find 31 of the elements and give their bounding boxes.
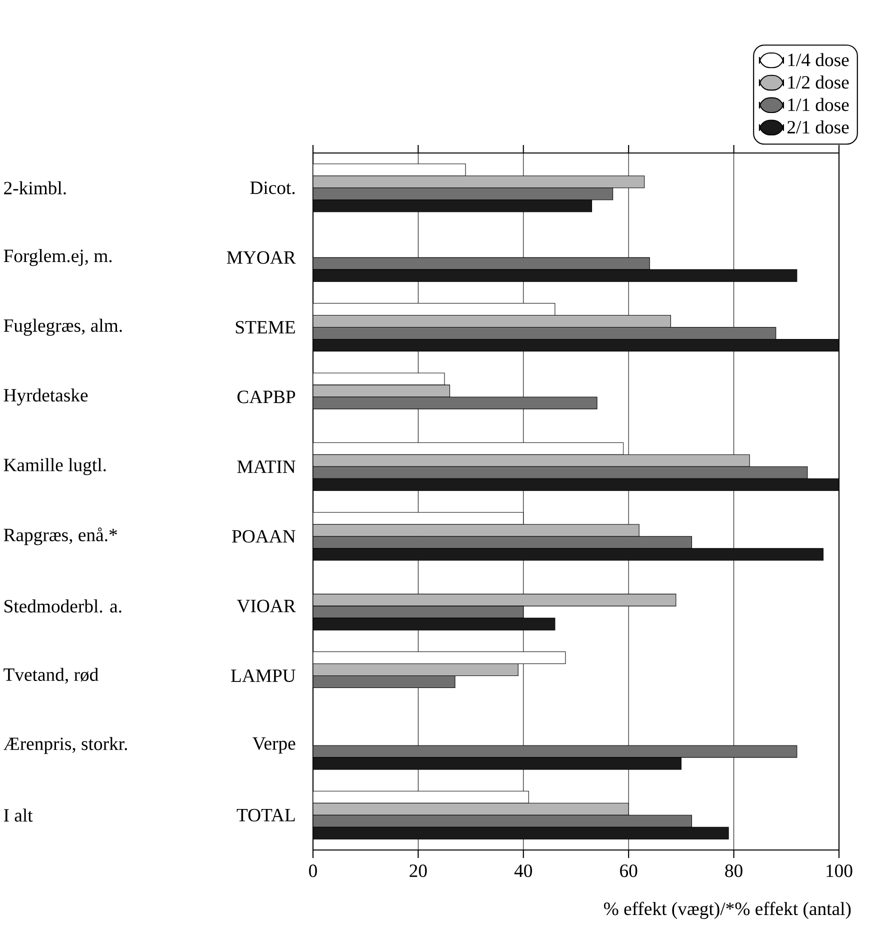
x-tick-label: 60 — [620, 864, 638, 878]
x-tick-label: 80 — [725, 864, 742, 878]
text: Stedmoderbl. a. — [4, 599, 122, 613]
text: 2-kimbl. — [4, 181, 66, 194]
y-tick-label: VIOAR — [236, 600, 296, 612]
text: Tvetand, rød — [4, 668, 98, 684]
legend-label: 2/1 dose — [787, 120, 849, 134]
text: I alt — [4, 808, 33, 822]
text: Ærenpris, storkr. — [3, 736, 127, 754]
y-tick-label: TOTAL — [236, 808, 295, 822]
x-tick-label: 0 — [309, 864, 317, 878]
y-tick-label: STEME — [236, 320, 295, 334]
text: Forglem.ej, m. — [4, 249, 112, 266]
y-tick-label: MYOAR — [226, 251, 296, 264]
y-tick-label: POAAN — [232, 530, 296, 543]
legend-label: 1/2 dose — [788, 76, 849, 89]
y-tick-label: Verpe — [252, 737, 296, 754]
text: Kamille lugtl. — [4, 458, 106, 476]
y-tick-label: CAPBP — [237, 390, 296, 404]
y-tick-label: MATIN — [237, 460, 296, 473]
y-tick-label: Dicot. — [250, 182, 295, 194]
text: Rapgræs, enå.* — [4, 528, 117, 546]
x-axis-title: % effekt (vægt)/*% effekt (antal) — [604, 902, 851, 919]
legend-label: 1/1 dose — [788, 98, 849, 112]
x-tick-label: 40 — [514, 864, 532, 878]
text: Hyrdetaske — [4, 388, 88, 406]
y-tick-label: LAMPU — [231, 669, 296, 682]
x-tick-label: 100 — [826, 864, 852, 878]
text: Fuglegræs, alm. — [4, 318, 122, 336]
legend-label: 1/4 dose — [788, 53, 849, 66]
x-tick-label: 20 — [410, 864, 427, 878]
